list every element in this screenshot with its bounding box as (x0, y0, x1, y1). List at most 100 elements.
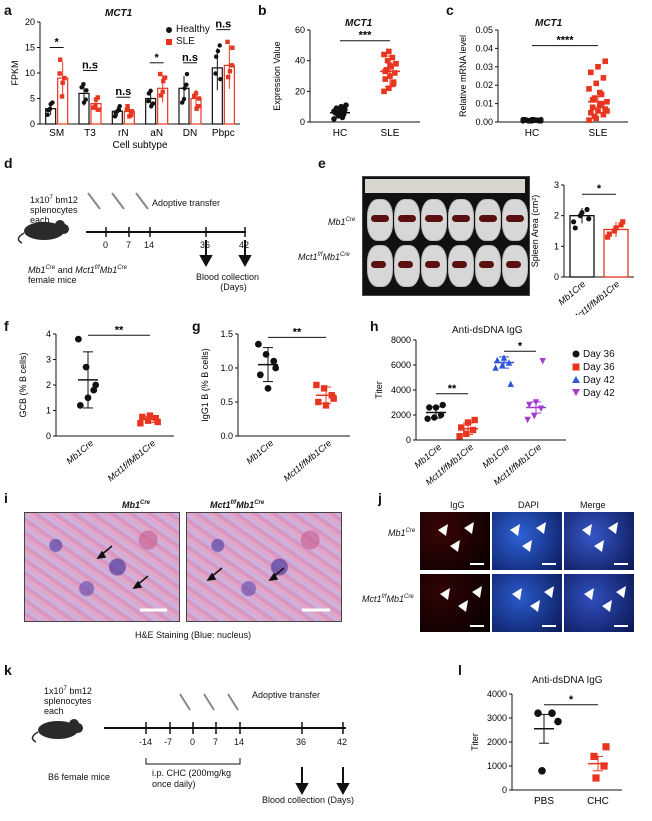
legend-healthy: Healthy (176, 24, 210, 35)
treatment-bracket (145, 758, 241, 765)
y-tick-label: 20 (295, 86, 305, 96)
y-tick-label: 3 (554, 180, 559, 190)
data-point (315, 398, 322, 406)
petri-dish (475, 199, 501, 241)
y-tick-label: 2000 (487, 737, 507, 747)
data-point (597, 89, 603, 96)
data-point (90, 386, 98, 394)
data-point (161, 78, 166, 84)
panel-label-g: g (192, 318, 201, 334)
x-axis-label: Cell subtype (112, 140, 167, 150)
x-tick-label: T3 (84, 128, 96, 139)
y-tick-label: 0.01 (475, 99, 493, 109)
y-tick-label: 0 (554, 272, 559, 282)
y-tick-label: 0 (46, 431, 51, 441)
chart-g: 0.0 0.5 1.0 1.5 IgG1 B (% B cells) ** Mb1Cre Mc… (200, 326, 350, 483)
data-point (424, 415, 431, 422)
k-day-7: 7 (213, 737, 219, 747)
spleen (479, 215, 497, 222)
data-point (225, 39, 230, 45)
data-point (149, 103, 154, 109)
d-cells: 1x107 bm12 splenocytes each (30, 195, 78, 225)
data-point (554, 717, 562, 726)
d-transfer: Adoptive transfer (152, 198, 221, 208)
y-tick-label: 1.0 (220, 363, 233, 373)
data-point (46, 108, 51, 113)
data-point (48, 101, 53, 107)
data-point (538, 767, 546, 775)
y-tick-label: 8000 (391, 335, 411, 345)
sig-label: n.s (115, 86, 131, 98)
arrowhead (602, 600, 612, 612)
data-point (196, 96, 202, 101)
y-axis-label: Titer (470, 733, 480, 751)
x-tick-label: rN (118, 128, 129, 139)
arrowhead (544, 586, 554, 598)
data-point (81, 100, 87, 105)
data-point (60, 80, 65, 85)
y-tick-label: 0.5 (220, 397, 233, 407)
sig-label: n.s (82, 59, 98, 71)
y-tick-label: 0.0 (220, 431, 233, 441)
arrowhead (438, 524, 448, 536)
data-point (458, 424, 465, 431)
arrowhead (536, 522, 546, 534)
spleen (452, 215, 470, 222)
sig-label: ** (115, 324, 124, 336)
y-axis-label: GCB (% B cells) (18, 352, 28, 417)
x-tick-label: PBS (534, 796, 554, 807)
data-point (194, 106, 199, 111)
data-point (45, 112, 50, 118)
petri-dish (502, 245, 528, 287)
mouse-icon (31, 719, 83, 743)
data-point (382, 76, 388, 82)
data-point (313, 381, 320, 389)
bar (569, 215, 595, 278)
data-point (618, 222, 624, 228)
data-point (589, 97, 596, 103)
data-point (154, 418, 161, 426)
data-point (507, 380, 514, 387)
arrowhead (512, 588, 522, 600)
x-tick-label: HC (333, 128, 347, 139)
data-point (322, 402, 330, 409)
data-point (602, 743, 610, 751)
timeline-ticks (145, 722, 344, 734)
i-label-1: Mb1Cre (122, 500, 151, 510)
data-point (456, 433, 463, 440)
d-day-7: 7 (126, 240, 132, 250)
data-point (227, 69, 233, 74)
y-tick-label: 3000 (487, 713, 507, 723)
j-row2-label: Mct1f/fMb1Cre (362, 594, 414, 604)
j-dapi-1 (492, 512, 562, 570)
j-igg-2 (420, 574, 490, 632)
sig-label: * (155, 52, 160, 64)
y-tick-label: 1 (554, 241, 559, 251)
data-point (600, 75, 607, 81)
arrowhead (522, 540, 532, 552)
panel-label-i: i (4, 490, 8, 506)
data-point (572, 225, 578, 231)
sig-label: *** (359, 30, 373, 42)
sig-label: * (569, 694, 574, 706)
k-treatment: i.p. CHC (200mg/kg once daily) (152, 768, 232, 789)
syringe-icon (179, 693, 239, 711)
data-point (112, 114, 118, 119)
data-point (539, 358, 546, 365)
y-tick-label: 6000 (391, 360, 411, 370)
data-point (548, 709, 556, 717)
data-point (184, 71, 190, 77)
chart-l: 0 1000 2000 3000 4000 Titer * PBS CHC (470, 689, 622, 807)
y-tick-label: 1.5 (220, 329, 233, 339)
data-point (381, 88, 387, 95)
data-point (139, 413, 146, 421)
y-tick-label: 0.03 (475, 62, 493, 72)
data-point (595, 108, 601, 114)
petri-dish (421, 199, 447, 241)
he-staining: Mb1Cre Mct1f/fMb1Cre (22, 500, 350, 624)
arrowhead (458, 600, 468, 612)
chart-a: 0 5 10 15 20 FPKM SM * T3 n.s rN n.s aN * DN n.s Pbpc n.s… (10, 17, 240, 150)
collection-arrows (199, 240, 252, 268)
chart-h-title: Anti-dsDNA IgG (452, 325, 523, 336)
sig-label: **** (556, 35, 574, 47)
